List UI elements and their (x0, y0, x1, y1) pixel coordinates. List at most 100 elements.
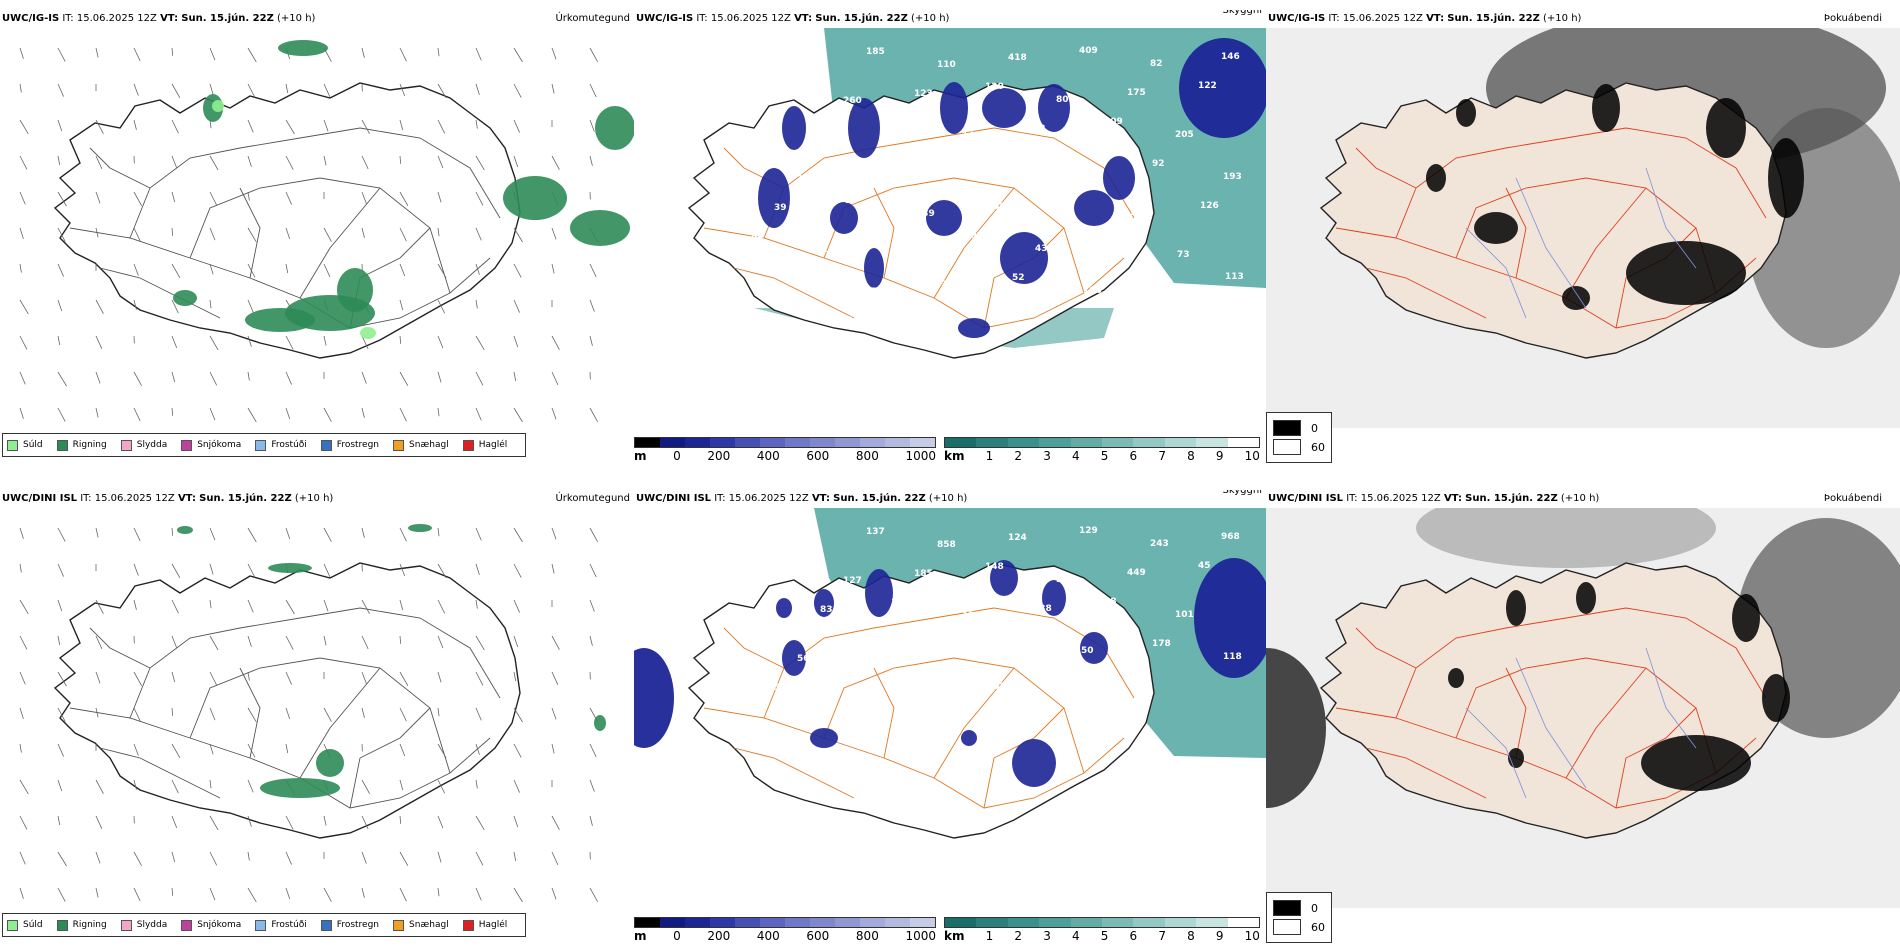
legend-label: Frostregn (336, 920, 380, 930)
rain-area (316, 749, 344, 777)
wind-barb (57, 263, 64, 277)
legend-item: Frostúði (255, 919, 307, 931)
precip-areas (177, 524, 606, 798)
wind-barb (551, 851, 559, 865)
wind-barb (171, 83, 181, 99)
wind-barb (589, 527, 599, 542)
legend-label: Slydda (136, 920, 168, 930)
wind-barb (551, 635, 560, 650)
ceiling-label: 52 (1012, 273, 1025, 283)
wind-barb (475, 671, 484, 686)
wind-barb (209, 407, 216, 421)
wind-barb (323, 83, 331, 97)
fog-legend-item: 60 (1273, 919, 1325, 935)
legend-swatch (56, 919, 68, 931)
wind-barb (513, 119, 520, 133)
ceiling-label: 53 (870, 287, 883, 297)
wind-barb (171, 263, 181, 279)
cloud-ceiling-areas (758, 82, 1135, 338)
wind-barb (95, 527, 99, 538)
wind-barb (133, 407, 141, 422)
fog-area (1592, 84, 1620, 132)
legend-label: Haglél (478, 440, 508, 450)
wind-barb (437, 407, 440, 417)
wind-barb (399, 779, 404, 791)
wind-barb (19, 527, 24, 539)
wind-barb (475, 191, 484, 206)
panel-cloud-igis: UWC/IG-IS IT: 15.06.2025 12Z VT: Sun. 15… (634, 10, 1266, 465)
colorbar-tick: 7 (1158, 929, 1166, 943)
wind-barb (171, 227, 174, 236)
wind-barb (95, 887, 99, 898)
ceiling-label: 84 (751, 232, 764, 242)
wind-barb (247, 599, 254, 613)
wind-barb (95, 707, 99, 718)
wind-barb (475, 335, 485, 351)
wind-barb (551, 815, 560, 830)
ceiling-label: 140 (962, 131, 981, 141)
ceiling-label: 139 (916, 209, 935, 219)
rain-area (245, 308, 315, 332)
wind-barb (57, 815, 61, 826)
low-cloud-area (940, 82, 968, 134)
colorbar-tick: 800 (855, 449, 879, 463)
colorbar-segment (760, 438, 785, 447)
wind-barb (19, 599, 29, 615)
wind-barb (551, 47, 557, 60)
legend-item: Snæhagl (393, 439, 449, 451)
wind-barb (285, 155, 294, 170)
wind-barb (19, 707, 24, 719)
colorbar-segment (685, 438, 710, 447)
wind-barb (19, 83, 22, 93)
legend-swatch (393, 439, 405, 451)
wind-barb (399, 563, 406, 577)
ceiling-label: 73 (1177, 250, 1190, 260)
wind-barb (171, 671, 176, 683)
colorbar-segment (710, 918, 735, 927)
wind-barb (95, 119, 104, 134)
wind-barb (551, 563, 555, 574)
ceiling-colorbar: m 0 200 400 600 800 1000 (634, 437, 936, 463)
product-title: Úrkomutegund (555, 13, 630, 24)
wind-barb (323, 815, 327, 826)
wind-barb (361, 779, 371, 794)
ceiling-label: 101 (1175, 610, 1194, 620)
colorbar-ticks: m 0 200 400 600 800 1000 (634, 929, 936, 943)
legend-swatch (320, 919, 332, 931)
ceiling-label: 46 (776, 323, 789, 333)
road-line (723, 627, 785, 669)
colorbar-segment (860, 438, 885, 447)
road-line (299, 187, 381, 299)
iceland-map (687, 82, 1155, 359)
low-cloud-area (634, 648, 674, 748)
wind-barb (247, 47, 257, 63)
wind-barb (475, 527, 482, 541)
low-cloud-area (958, 318, 990, 338)
river (1645, 647, 1697, 749)
fog-area (1448, 668, 1464, 688)
wind-barb (589, 635, 593, 646)
panel-precip-dini: UWC/DINI ISL IT: 15.06.2025 12Z VT: Sun.… (0, 490, 634, 945)
colorbar-segment (1007, 918, 1040, 927)
rain-area (408, 524, 432, 532)
colorbar-segment (1039, 918, 1071, 927)
colorbar-tick: 10 (1244, 929, 1260, 943)
wind-barb (57, 635, 61, 646)
colorbar-segment (760, 918, 785, 927)
wind-barb (19, 47, 24, 59)
wind-barb (589, 83, 597, 98)
wind-barb (209, 851, 218, 866)
ceiling-label: 50 (749, 612, 762, 622)
wind-barb (247, 671, 250, 681)
wind-barb (133, 263, 139, 276)
panel-header: UWC/IG-IS IT: 15.06.2025 12Z VT: Sun. 15… (0, 10, 634, 28)
wind-barb (513, 335, 519, 348)
wind-barb (475, 299, 478, 309)
wind-barb (95, 299, 104, 314)
wind-barb (247, 563, 256, 578)
colorbar-segment (1039, 438, 1071, 447)
fog-area (1762, 674, 1790, 722)
map-cloud: 269 115 137 858 124 129 243 968 200 127 185 148 56 44… (634, 508, 1266, 839)
wind-barb (361, 851, 367, 864)
wind-barb (247, 335, 252, 347)
